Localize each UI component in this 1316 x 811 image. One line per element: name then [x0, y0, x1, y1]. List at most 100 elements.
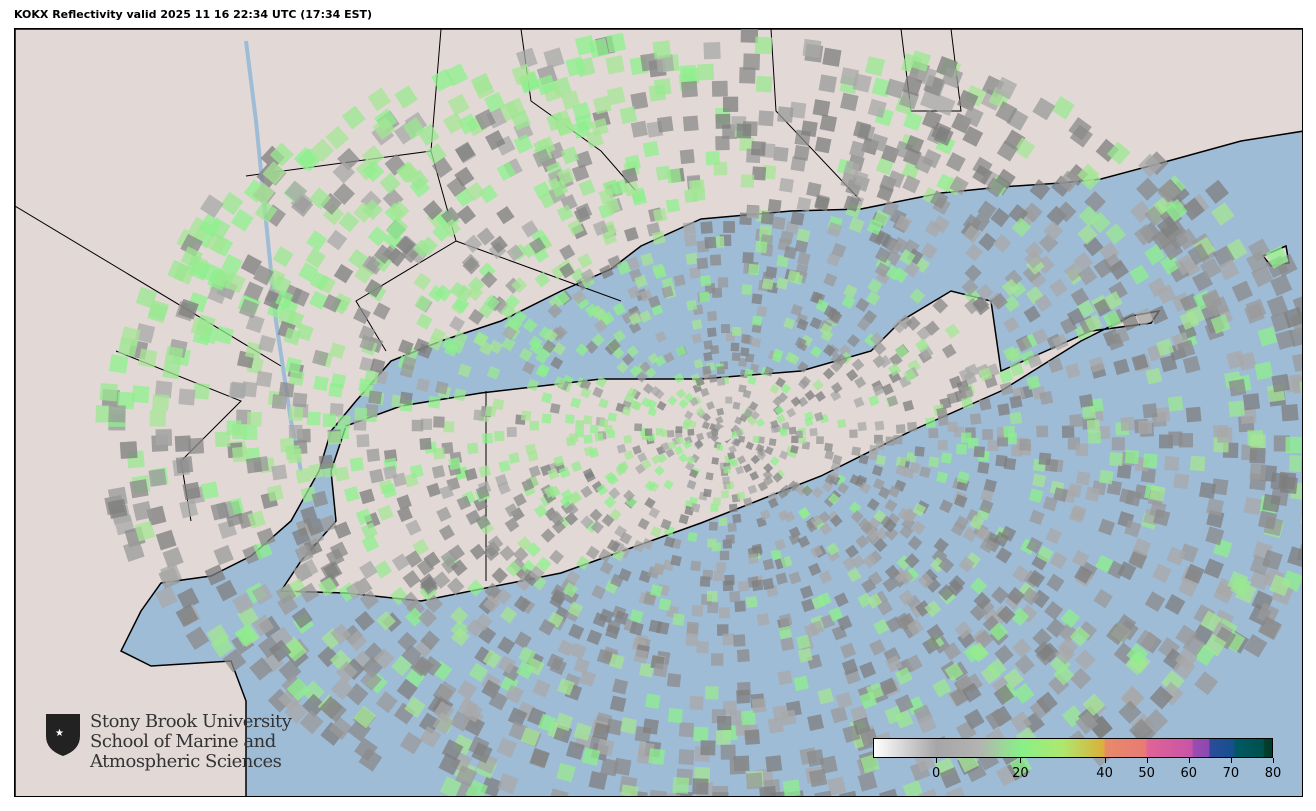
echo-cell: [606, 32, 627, 53]
echo-cell: [543, 485, 557, 498]
echo-cell: [782, 779, 801, 796]
echo-cell: [210, 501, 230, 521]
echo-cell: [926, 623, 945, 642]
echo-cell: [748, 401, 759, 411]
echo-cell: [643, 592, 657, 607]
echo-cell: [254, 200, 278, 224]
echo-cell: [518, 347, 533, 362]
radar-map[interactable]: [14, 28, 1303, 797]
echo-cell: [487, 535, 504, 552]
echo-cell: [333, 182, 355, 205]
echo-cell: [546, 653, 564, 671]
echo-cell: [152, 394, 170, 412]
echo-cell: [391, 655, 412, 677]
echo-cell: [389, 200, 410, 222]
echo-cell: [655, 165, 672, 181]
echo-cell: [1142, 403, 1158, 419]
echo-cell: [748, 263, 760, 276]
echo-cell: [761, 278, 774, 290]
echo-cell: [977, 461, 990, 474]
echo-cell: [332, 160, 356, 184]
echo-cell: [722, 700, 737, 715]
echo-cell: [1027, 569, 1046, 588]
echo-cell: [907, 421, 918, 432]
echo-cell: [693, 726, 709, 742]
echo-cell: [762, 558, 775, 571]
echo-cell: [391, 553, 410, 572]
echo-cell: [1156, 338, 1175, 357]
echo-cell: [703, 351, 713, 362]
echo-cell: [268, 639, 292, 663]
echo-cell: [558, 466, 571, 479]
echo-cell: [857, 421, 867, 432]
echo-cell: [386, 220, 407, 241]
echo-cell: [848, 501, 862, 515]
echo-cell: [678, 513, 690, 525]
echo-cell: [796, 228, 811, 243]
echo-cell: [704, 236, 717, 249]
echo-cell: [1142, 453, 1158, 469]
echo-cell: [574, 34, 596, 56]
echo-cell: [468, 308, 485, 325]
echo-cell: [856, 317, 871, 332]
echo-cell: [486, 366, 501, 380]
echo-cell: [418, 608, 438, 628]
echo-cell: [585, 545, 600, 560]
echo-cell: [775, 377, 786, 388]
echo-cell: [474, 108, 496, 131]
echo-cell: [356, 434, 370, 448]
echo-cell: [175, 604, 199, 628]
echo-cell: [787, 480, 799, 492]
echo-cell: [881, 144, 900, 164]
echo-cell: [1003, 425, 1015, 438]
echo-cell: [787, 270, 801, 283]
echo-cell: [511, 63, 533, 86]
echo-cell: [722, 96, 739, 112]
echo-cell: [454, 141, 476, 163]
echo-cell: [354, 264, 374, 284]
echo-cell: [1266, 295, 1289, 317]
echo-cell: [949, 175, 969, 196]
echo-cell: [354, 610, 375, 632]
echo-cell: [824, 450, 835, 460]
echo-cell: [471, 742, 493, 764]
echo-cell: [682, 440, 692, 450]
echo-cell: [575, 202, 593, 220]
echo-cell: [742, 251, 754, 264]
echo-cell: [195, 314, 216, 334]
echo-cell: [743, 53, 761, 71]
echo-cell: [666, 429, 675, 438]
echo-cell: [730, 342, 740, 352]
echo-cell: [372, 116, 396, 140]
echo-cell: [299, 710, 324, 735]
echo-cell: [824, 473, 836, 486]
echo-cell: [800, 120, 818, 138]
echo-cell: [1164, 198, 1188, 222]
echo-cell: [756, 305, 768, 317]
echo-cell: [712, 497, 721, 506]
echo-cell: [885, 78, 906, 99]
echo-cell: [1038, 452, 1052, 466]
echo-cell: [774, 405, 785, 416]
echo-cell: [675, 436, 685, 445]
echo-cell: [333, 263, 354, 284]
echo-cell: [645, 693, 661, 709]
echo-cell: [1009, 411, 1023, 425]
colorbar-tick-label: 40: [1096, 766, 1113, 781]
echo-cell: [475, 514, 491, 530]
echo-cell: [200, 481, 219, 500]
echo-cell: [599, 264, 614, 280]
echo-cell: [1285, 436, 1302, 454]
echo-cell: [1159, 354, 1178, 373]
echo-cell: [701, 421, 711, 430]
echo-cell: [894, 694, 914, 713]
echo-cell: [1046, 573, 1065, 592]
echo-cell: [710, 503, 719, 512]
echo-cell: [620, 784, 639, 796]
echo-cell: [713, 571, 724, 582]
echo-cell: [812, 99, 831, 117]
echo-cell: [794, 239, 809, 254]
echo-cell: [362, 199, 384, 221]
echo-cell: [373, 244, 394, 265]
echo-cell: [485, 129, 506, 151]
